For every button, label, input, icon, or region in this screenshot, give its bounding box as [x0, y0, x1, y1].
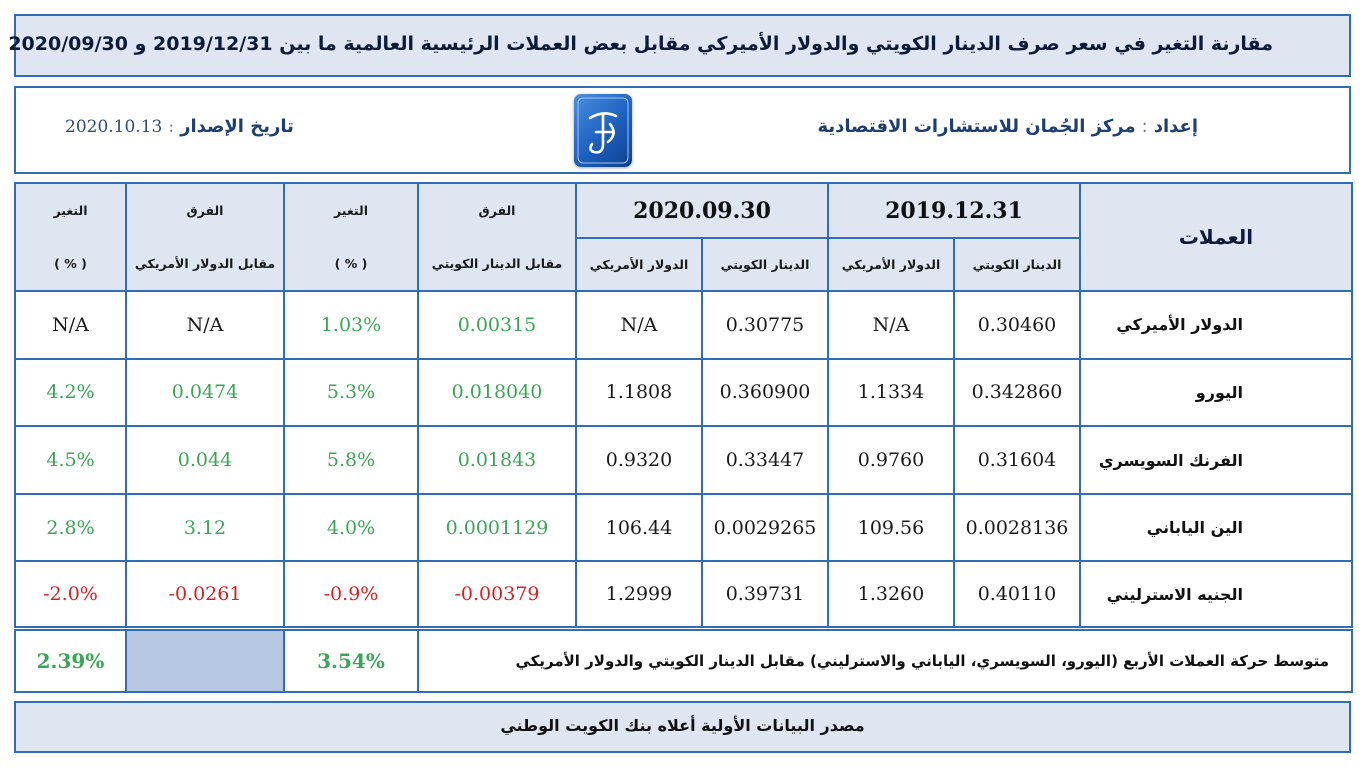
- usd-2019-cell: N/A: [827, 290, 955, 360]
- diff-kd-cell: 0.01843: [417, 425, 577, 495]
- header-usd-2019: الدولار الأمريكي: [827, 237, 955, 292]
- center-logo-icon: [574, 94, 632, 167]
- issue-date-value: 2020.10.13: [65, 117, 163, 137]
- exchange-rate-table: التغير ( % ) الفرق مقابل الدولار الأمريك…: [14, 181, 1353, 629]
- avg-change-usd: 2.39%: [14, 629, 127, 693]
- change-usd-cell: 4.5%: [14, 425, 127, 495]
- change-kd-title: التغير: [333, 203, 368, 218]
- usd-2020-cell: 1.2999: [575, 560, 703, 629]
- header-currencies: العملات: [1079, 182, 1353, 292]
- header-diff-usd: الفرق مقابل الدولار الأمريكي: [125, 182, 285, 292]
- change-usd-cell: 4.2%: [14, 357, 127, 428]
- header-usd-2020: الدولار الأمريكي: [575, 237, 703, 292]
- kd-2020-cell: 0.0029265: [701, 492, 829, 563]
- usd-2019-cell: 1.3260: [827, 560, 955, 629]
- header-kd-2019: الدينار الكويتي: [953, 237, 1081, 292]
- usd-2020-cell: N/A: [575, 290, 703, 360]
- issue-date-separator: :: [168, 117, 175, 137]
- page-title: مقارنة التغير في سعر صرف الدينار الكويتي…: [8, 33, 1273, 55]
- usd-2019-cell: 0.9760: [827, 425, 955, 495]
- report-header: تاريخ الإصدار:2020.10.13 إعداد:مركز الجُ…: [14, 86, 1351, 174]
- kd-2019-cell: 0.31604: [953, 425, 1081, 495]
- usd-2019-cell: 1.1334: [827, 357, 955, 428]
- diff-kd-cell: -0.00379: [417, 560, 577, 629]
- diff-usd-cell: N/A: [125, 290, 285, 360]
- change-kd-cell: 1.03%: [283, 290, 419, 360]
- table-row: 4.2% 0.0474 5.3% 0.018040 1.1808 0.360900 1.13…: [14, 357, 1353, 428]
- usd-2020-cell: 0.9320: [575, 425, 703, 495]
- summary-empty-cell: [125, 629, 285, 693]
- title-banner: مقارنة التغير في سعر صرف الدينار الكويتي…: [8, 14, 1351, 77]
- header-kd-2020: الدينار الكويتي: [701, 237, 829, 292]
- summary-row: 2.39% 3.54% متوسط حركة العملات الأربع (ا…: [14, 629, 1353, 693]
- usd-2020-cell: 1.1808: [575, 357, 703, 428]
- kd-2020-cell: 0.360900: [701, 357, 829, 428]
- prepared-by-block: إعداد:مركز الجُمان للاستشارات الاقتصادية: [817, 116, 1198, 137]
- usd-2020-cell: 106.44: [575, 492, 703, 563]
- kd-2019-cell: 0.342860: [953, 357, 1081, 428]
- change-usd-cell: N/A: [14, 290, 127, 360]
- diff-kd-cell: 0.018040: [417, 357, 577, 428]
- diff-kd-cell: 0.00315: [417, 290, 577, 360]
- change-kd-cell: 5.3%: [283, 357, 419, 428]
- diff-usd-subtitle: مقابل الدولار الأمريكي: [134, 256, 276, 271]
- usd-2019-cell: 109.56: [827, 492, 955, 563]
- table-row: 2.8% 3.12 4.0% 0.0001129 106.44 0.0029265 109.…: [14, 492, 1353, 563]
- change-kd-cell: 5.8%: [283, 425, 419, 495]
- prepared-by-name: مركز الجُمان للاستشارات الاقتصادية: [817, 116, 1136, 137]
- currency-name-cell: الفرنك السويسري: [1079, 425, 1353, 495]
- kd-2019-cell: 0.0028136: [953, 492, 1081, 563]
- header-change-kd: التغير ( % ): [283, 182, 419, 292]
- table-body: N/A N/A 1.03% 0.00315 N/A 0.30775 N/A 0.30460 ال…: [14, 290, 1353, 629]
- kd-2019-cell: 0.40110: [953, 560, 1081, 629]
- change-kd-cell: -0.9%: [283, 560, 419, 629]
- diff-usd-title: الفرق: [186, 203, 224, 218]
- change-usd-title: التغير: [53, 203, 88, 218]
- data-source-note: مصدر البيانات الأولية أعلاه بنك الكويت ا…: [500, 716, 865, 735]
- source-banner: مصدر البيانات الأولية أعلاه بنك الكويت ا…: [14, 701, 1351, 753]
- issue-date-label: تاريخ الإصدار: [180, 116, 294, 137]
- change-usd-cell: -2.0%: [14, 560, 127, 629]
- summary-label: متوسط حركة العملات الأربع (اليورو، السوي…: [417, 629, 1353, 693]
- table-row: 4.5% 0.044 5.8% 0.01843 0.9320 0.33447 0.9760 0…: [14, 425, 1353, 495]
- diff-usd-cell: 0.0474: [125, 357, 285, 428]
- header-date-2020: 2020.09.30: [575, 181, 829, 240]
- table-row: -2.0% -0.0261 -0.9% -0.00379 1.2999 0.39731 1.…: [14, 560, 1353, 629]
- diff-kd-subtitle: مقابل الدينار الكويتي: [431, 256, 563, 271]
- header-change-usd: التغير ( % ): [14, 182, 127, 292]
- diff-usd-cell: -0.0261: [125, 560, 285, 629]
- kd-2019-cell: 0.30460: [953, 290, 1081, 360]
- currency-name-cell: الجنيه الاسترليني: [1079, 560, 1353, 629]
- currency-name-cell: اليورو: [1079, 357, 1353, 428]
- issue-date-block: تاريخ الإصدار:2020.10.13: [65, 116, 294, 137]
- change-kd-pct: ( % ): [334, 256, 368, 271]
- kd-2020-cell: 0.39731: [701, 560, 829, 629]
- prepared-by-separator: :: [1141, 116, 1148, 137]
- kd-2020-cell: 0.30775: [701, 290, 829, 360]
- diff-usd-cell: 0.044: [125, 425, 285, 495]
- diff-kd-title: الفرق: [478, 203, 516, 218]
- change-usd-cell: 2.8%: [14, 492, 127, 563]
- table-row: N/A N/A 1.03% 0.00315 N/A 0.30775 N/A 0.30460 ال…: [14, 290, 1353, 360]
- currency-name-cell: الدولار الأميركي: [1079, 290, 1353, 360]
- change-usd-pct: ( % ): [54, 256, 87, 271]
- kd-2020-cell: 0.33447: [701, 425, 829, 495]
- prepared-by-label: إعداد: [1153, 116, 1198, 137]
- currency-name-cell: الين الياباني: [1079, 492, 1353, 563]
- diff-kd-cell: 0.0001129: [417, 492, 577, 563]
- avg-change-kd: 3.54%: [283, 629, 419, 693]
- diff-usd-cell: 3.12: [125, 492, 285, 563]
- header-date-2019: 2019.12.31: [827, 181, 1081, 240]
- change-kd-cell: 4.0%: [283, 492, 419, 563]
- header-diff-kd: الفرق مقابل الدينار الكويتي: [417, 182, 577, 292]
